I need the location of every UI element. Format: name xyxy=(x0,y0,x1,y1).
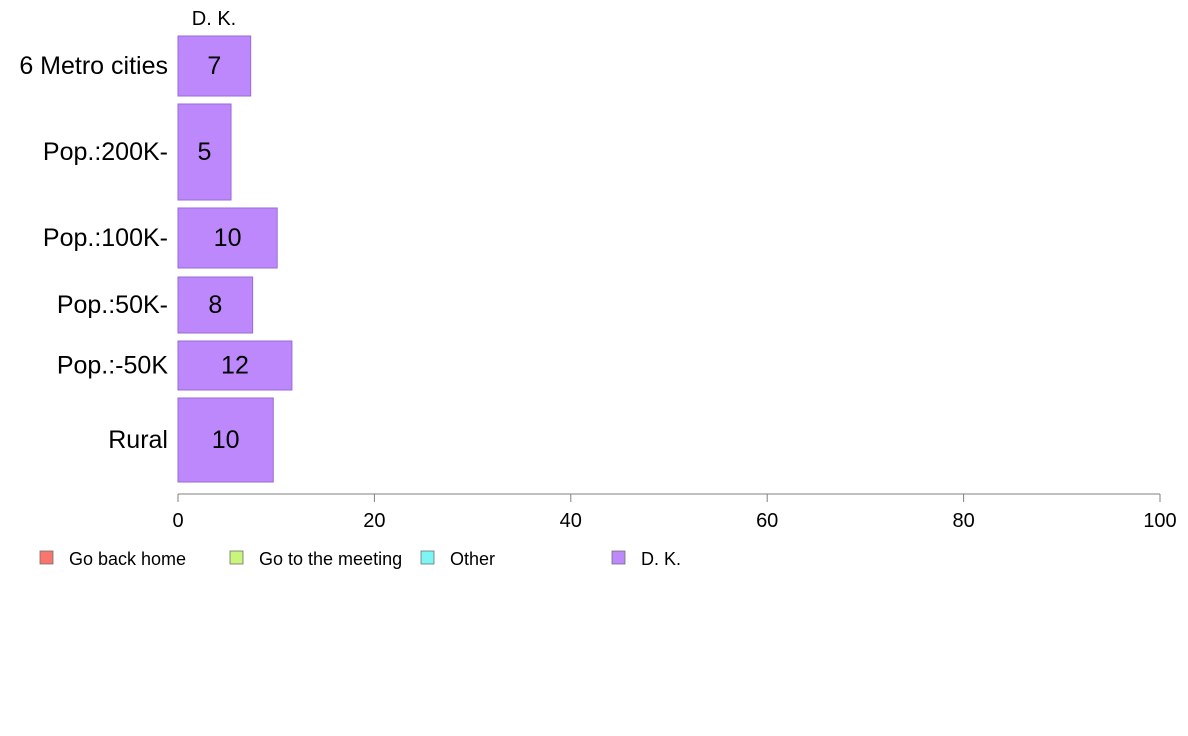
legend-label: Other xyxy=(450,549,495,569)
bar-dk xyxy=(177,397,274,483)
bar-value-label: 10 xyxy=(212,426,240,454)
bar-dk xyxy=(177,35,252,97)
bar-value-label: 8 xyxy=(208,291,222,319)
bar-dk xyxy=(177,340,293,391)
bar-dk xyxy=(177,207,278,269)
bar-dk xyxy=(177,276,254,334)
category-label: Pop.:100K- xyxy=(43,224,168,252)
x-tick-label: 0 xyxy=(172,510,183,532)
category-label: Rural xyxy=(108,426,168,454)
category-label: Pop.:50K- xyxy=(57,291,168,319)
category-label: 6 Metro cities xyxy=(19,52,168,80)
bar-value-label: 5 xyxy=(198,138,212,166)
bar-dk xyxy=(177,103,232,201)
x-tick-label: 100 xyxy=(1143,510,1176,532)
bar-value-label: 12 xyxy=(221,352,249,380)
x-tick-label: 80 xyxy=(952,510,974,532)
legend-swatch xyxy=(39,550,54,565)
category-label: Pop.:200K- xyxy=(43,138,168,166)
legend-swatch xyxy=(229,550,244,565)
bar-value-label: 7 xyxy=(207,52,221,80)
x-tick-label: 60 xyxy=(756,510,778,532)
legend-label: Go to the meeting xyxy=(259,549,402,569)
category-label: Pop.:-50K xyxy=(57,352,169,380)
legend-swatch xyxy=(611,550,626,565)
legend-swatch xyxy=(420,550,435,565)
x-tick-label: 40 xyxy=(560,510,582,532)
legend-label: Go back home xyxy=(69,549,186,569)
bar-value-label: 10 xyxy=(214,224,242,252)
legend-label: D. K. xyxy=(641,549,681,569)
x-tick-label: 20 xyxy=(363,510,385,532)
bars-group: 7 5 10 8 12 10 xyxy=(177,35,293,483)
category-labels: 6 Metro cities Pop.:200K- Pop.:100K- Pop.:5… xyxy=(19,52,168,454)
legend: Go back home Go to the meeting Other D. K. xyxy=(39,549,681,569)
series-header-label: D. K. xyxy=(192,8,236,30)
x-axis: 0 20 40 60 80 100 xyxy=(172,493,1177,532)
